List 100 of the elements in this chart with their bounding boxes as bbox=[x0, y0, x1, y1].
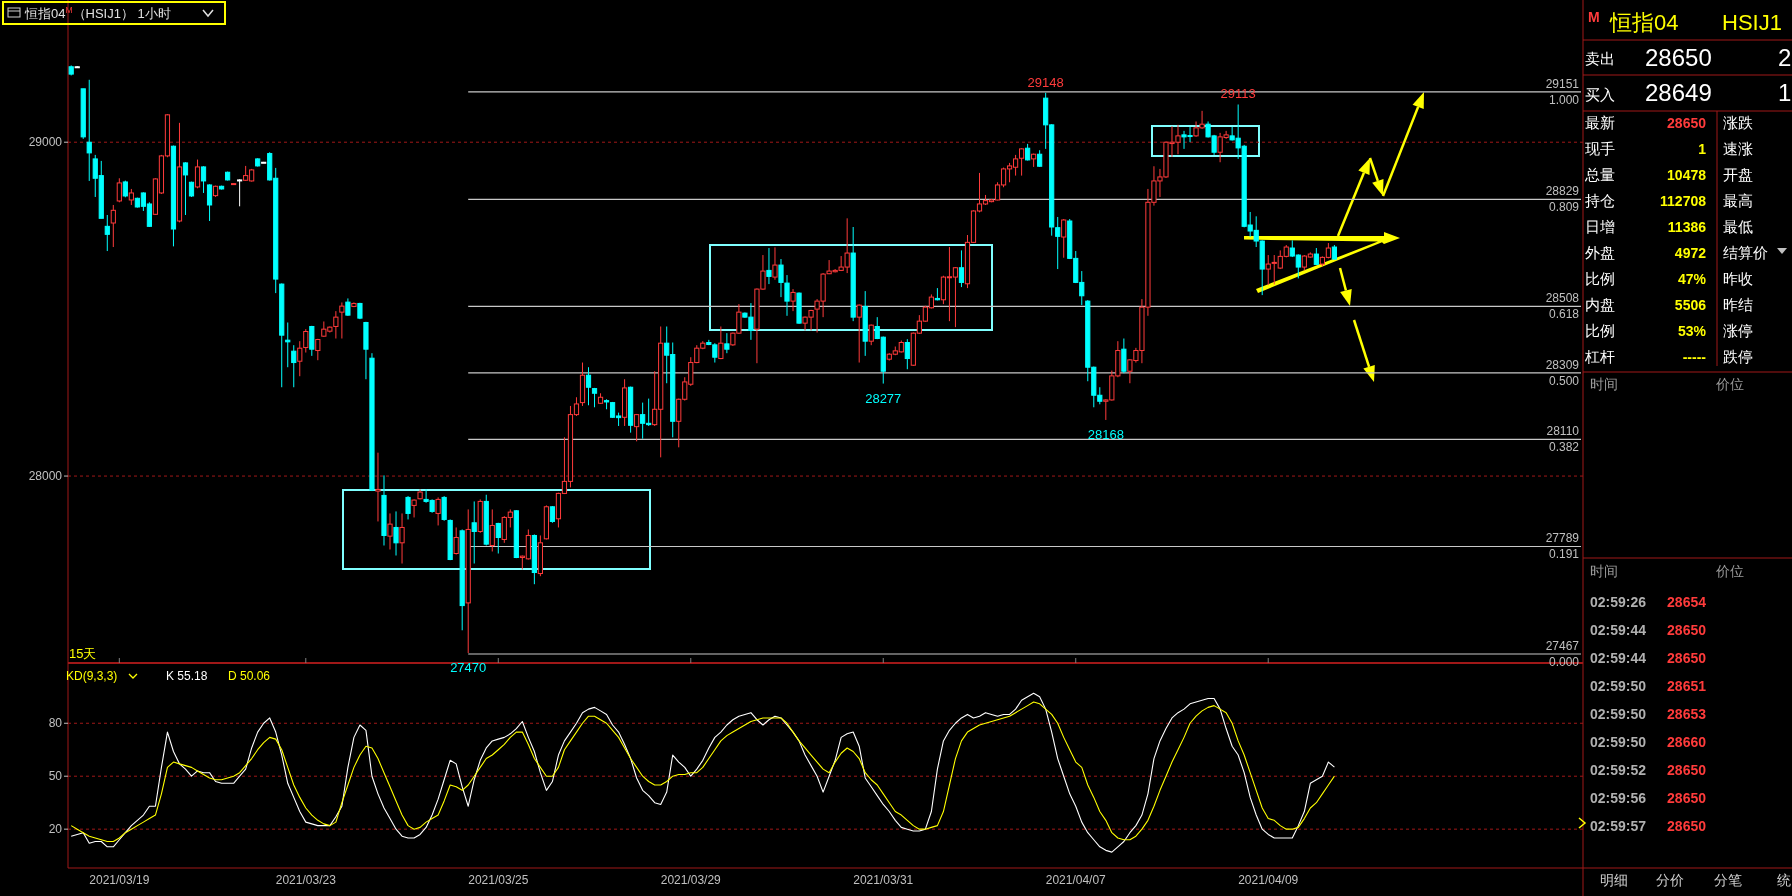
annotation: 28277 bbox=[865, 390, 902, 406]
candlestick bbox=[471, 500, 477, 565]
text: 112708 bbox=[1660, 193, 1707, 209]
text: 涨停 bbox=[1723, 322, 1753, 339]
ref-line-label: 28829 bbox=[1545, 184, 1580, 199]
candlestick bbox=[291, 344, 297, 388]
candlestick bbox=[718, 325, 724, 360]
text: 恒指04 bbox=[1609, 10, 1679, 35]
annotation: 0.809 bbox=[1548, 200, 1580, 215]
annotation: 28168 bbox=[1087, 426, 1124, 442]
text: 价位 bbox=[1715, 563, 1744, 579]
text: 杠杆 bbox=[1584, 348, 1615, 365]
annotation: 1.000 bbox=[1548, 92, 1580, 107]
text: 最低 bbox=[1723, 218, 1753, 235]
annotation: 0.191 bbox=[1548, 547, 1580, 562]
text: 外盘 bbox=[1585, 244, 1615, 261]
text: 28650 bbox=[1667, 115, 1707, 131]
y-tick-label: 29000 bbox=[28, 135, 63, 150]
y-tick-label: 28000 bbox=[28, 469, 63, 484]
candlestick bbox=[110, 204, 116, 248]
text: M bbox=[1588, 9, 1600, 25]
y-tick-label: 20 bbox=[48, 822, 63, 837]
x-tick-label: 2021/03/31 bbox=[853, 873, 914, 887]
ref-line-label: 28508 bbox=[1545, 291, 1580, 306]
text: 28650 bbox=[1667, 790, 1707, 806]
annotation: 0.500 bbox=[1548, 373, 1580, 388]
text: ----- bbox=[1682, 349, 1707, 365]
y-tick-label: 80 bbox=[48, 716, 63, 731]
text: 53% bbox=[1677, 323, 1707, 339]
candlestick bbox=[435, 496, 441, 526]
text: 最新 bbox=[1585, 114, 1615, 131]
candlestick bbox=[1121, 338, 1127, 374]
text: 28649 bbox=[1645, 79, 1712, 106]
text: 28653 bbox=[1667, 706, 1707, 722]
ref-line-label: 27467 bbox=[1545, 638, 1580, 653]
candlestick bbox=[634, 413, 640, 442]
candlestick bbox=[393, 510, 399, 556]
candlestick bbox=[790, 288, 796, 312]
candlestick bbox=[86, 79, 92, 182]
candlestick bbox=[856, 303, 862, 364]
text: 1 bbox=[1778, 79, 1792, 106]
ref-line-label: 28309 bbox=[1545, 357, 1580, 372]
text: 28650 bbox=[1667, 762, 1707, 778]
text: 开盘 bbox=[1723, 166, 1753, 183]
ref-line-label: 27789 bbox=[1545, 531, 1580, 546]
text: 28650 bbox=[1645, 44, 1712, 71]
candlestick bbox=[772, 246, 778, 281]
candlestick bbox=[724, 332, 730, 354]
text: 现手 bbox=[1585, 140, 1615, 157]
x-tick-label: 2021/03/25 bbox=[468, 873, 529, 887]
text: 02:59:56 bbox=[1590, 790, 1647, 806]
text: 02:59:57 bbox=[1590, 818, 1647, 834]
text: 28651 bbox=[1667, 678, 1707, 694]
candlestick bbox=[495, 522, 501, 554]
text: 比例 bbox=[1585, 322, 1615, 339]
text: 28650 bbox=[1667, 650, 1707, 666]
text: 28650 bbox=[1667, 622, 1707, 638]
text: 时间 bbox=[1590, 563, 1618, 579]
text: 5506 bbox=[1674, 297, 1707, 313]
candlestick bbox=[1061, 218, 1067, 259]
text: 11386 bbox=[1667, 219, 1707, 235]
candlestick bbox=[904, 338, 910, 370]
candlestick bbox=[339, 301, 345, 340]
annotation: 27470 bbox=[450, 659, 487, 675]
candlestick bbox=[206, 183, 213, 222]
x-tick-label: 2021/03/29 bbox=[660, 873, 722, 887]
text: 结算价 bbox=[1723, 244, 1768, 261]
text: 持仓 bbox=[1585, 192, 1615, 209]
candlestick bbox=[375, 452, 381, 522]
candlestick bbox=[303, 328, 309, 354]
text: 02:59:26 bbox=[1590, 594, 1647, 610]
ref-line-label: 29151 bbox=[1545, 76, 1580, 91]
x-tick-label: 2021/04/09 bbox=[1238, 873, 1299, 887]
text: 02:59:50 bbox=[1590, 706, 1647, 722]
candlestick bbox=[387, 512, 393, 550]
candlestick bbox=[237, 178, 243, 207]
chart-title: KD(9,3,3) bbox=[66, 669, 118, 683]
candlestick bbox=[958, 249, 965, 288]
candlestick bbox=[453, 526, 459, 555]
text: 分笔 bbox=[1714, 872, 1742, 888]
text: 卖出 bbox=[1585, 50, 1615, 67]
candlestick bbox=[405, 495, 411, 520]
candlestick bbox=[411, 498, 417, 518]
text: 日增 bbox=[1585, 218, 1615, 235]
text: 买入 bbox=[1585, 86, 1615, 103]
text: 47% bbox=[1677, 271, 1707, 287]
text: 28660 bbox=[1667, 734, 1707, 750]
annotation: 29148 bbox=[1027, 74, 1064, 90]
text: 时间 bbox=[1590, 376, 1618, 392]
text: 02:59:44 bbox=[1590, 650, 1647, 666]
text: 跌停 bbox=[1723, 348, 1753, 365]
candlestick bbox=[182, 161, 189, 216]
text: 02:59:50 bbox=[1590, 678, 1647, 694]
candlestick bbox=[297, 340, 303, 377]
text: 28650 bbox=[1667, 818, 1707, 834]
text: 速涨 bbox=[1723, 140, 1753, 157]
text: 28654 bbox=[1667, 594, 1707, 610]
candlestick bbox=[194, 159, 201, 189]
text: 4972 bbox=[1674, 245, 1707, 261]
annotation: 0.618 bbox=[1548, 307, 1580, 322]
